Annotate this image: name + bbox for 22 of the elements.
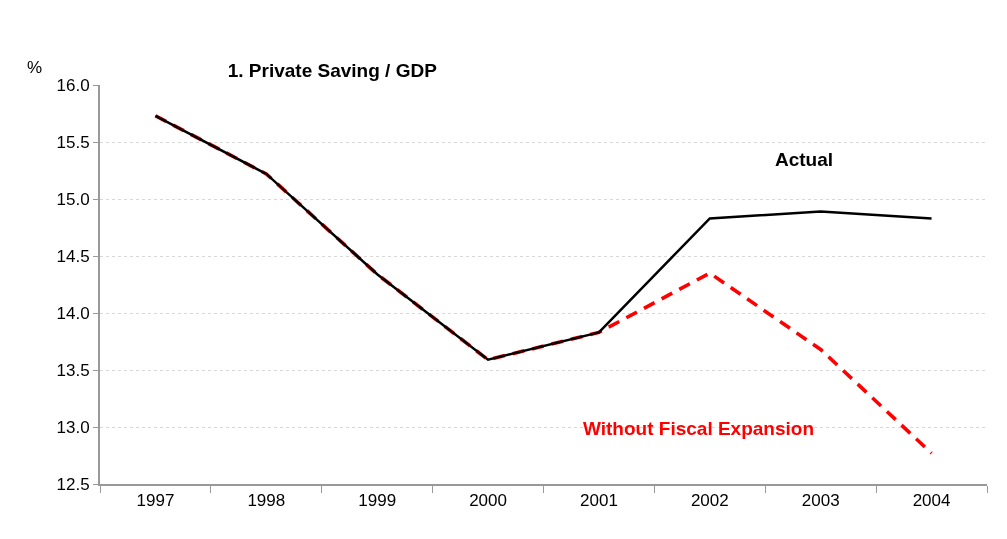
x-tick-label: 1998 xyxy=(247,491,286,511)
y-tick-label: 16.0 xyxy=(56,75,90,95)
y-tick-label: 15.5 xyxy=(56,132,90,152)
y-tick-label: 15.0 xyxy=(56,189,90,209)
y-tick-label: 14.5 xyxy=(56,246,90,266)
y-axis-title: % xyxy=(27,58,43,77)
x-tick-label: 2000 xyxy=(469,491,507,511)
x-tick-label: 2004 xyxy=(912,491,951,511)
text: Actual xyxy=(775,149,834,170)
y-tick-label: 13.0 xyxy=(56,417,90,437)
text: Without Fiscal Expansion xyxy=(583,418,815,439)
line-series xyxy=(153,113,934,456)
x-tick-label: 1997 xyxy=(136,491,175,511)
x-tick-label: 2003 xyxy=(801,491,840,511)
x-tick-label: 2002 xyxy=(690,491,729,511)
chart-title: 1. Private Saving / GDP xyxy=(227,59,438,81)
x-tick-label: 2001 xyxy=(580,491,618,511)
line-series xyxy=(154,114,933,361)
y-tick-label: 14.0 xyxy=(56,303,90,323)
y-tick-label: 13.5 xyxy=(56,360,90,380)
y-tick-label: 12.5 xyxy=(56,474,90,494)
x-tick-label: 1999 xyxy=(358,491,397,511)
